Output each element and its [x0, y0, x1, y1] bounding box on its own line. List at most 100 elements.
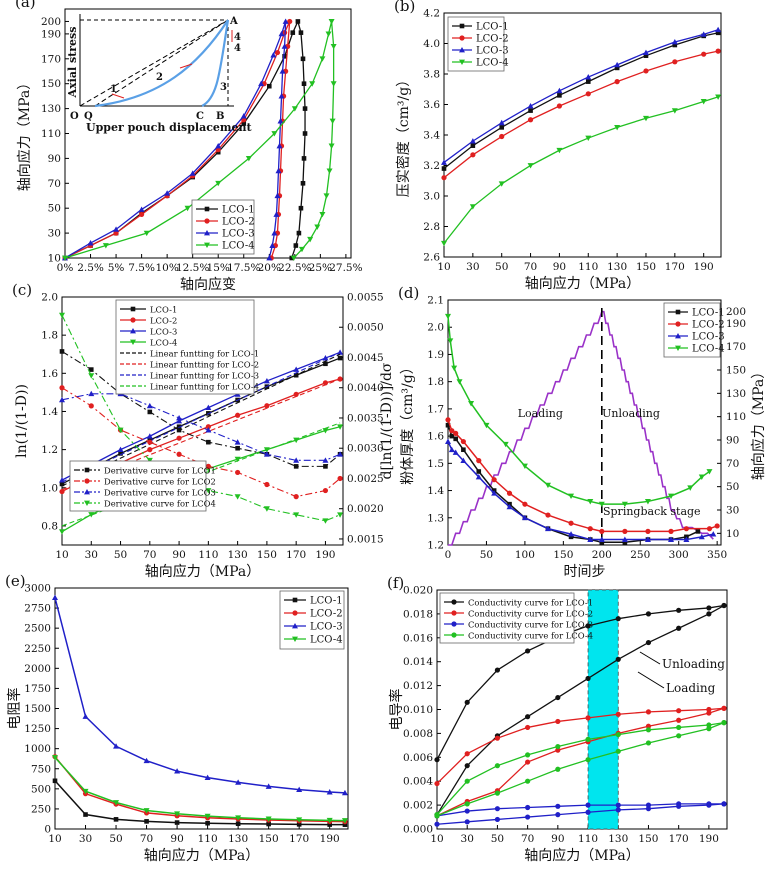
- data-point-LCO-4: [527, 163, 534, 169]
- data-point: [615, 807, 621, 813]
- data-point-LCO-1: [205, 820, 210, 826]
- data-point: [494, 667, 501, 673]
- x-tick-label: 90: [172, 549, 185, 561]
- data-point-LCO-2: [672, 59, 678, 65]
- y-tick-label: 1.5: [427, 458, 444, 470]
- data-point: [645, 723, 652, 729]
- chart-b: 10 30 50 70 90 110 130 150 170 190 2.6 2.8 3.0 3.2 3.4…: [394, 0, 722, 292]
- data-point-LCO-2: [706, 526, 713, 532]
- legend-marker: [84, 478, 90, 484]
- derivative-point: [59, 312, 65, 319]
- data-point-LCO-3: [275, 167, 282, 174]
- data-point: [706, 710, 712, 716]
- x-tick-label: 190: [315, 549, 335, 561]
- legend-label: Derivative curve for LCO3: [104, 488, 216, 498]
- derivative-point: [337, 512, 344, 518]
- chart-a: 0% 2.5% 5% 7.5% 10%12.5%15%17.5%20%22.5%25%2…: [15, 0, 363, 293]
- data-point-LCO-1: [449, 433, 455, 439]
- data-point: [525, 804, 531, 811]
- data-point: [676, 733, 682, 739]
- data-point-LCO-4: [102, 243, 109, 249]
- y2-tick-label: 0.0015: [347, 533, 384, 545]
- legend-label: LCO-3: [692, 332, 725, 343]
- data-point-LCO-3: [113, 226, 120, 232]
- x-tick-label: 150: [638, 833, 658, 845]
- derivative-point: [176, 414, 183, 421]
- x-tick-label: 190: [694, 261, 714, 273]
- legend-label: Linear funtting for LCO-4: [150, 382, 259, 392]
- data-point-LCO-4: [329, 118, 336, 125]
- legend-marker: [292, 636, 298, 642]
- data-point: [464, 763, 470, 769]
- y2-tick-label: 0.0030: [347, 443, 384, 455]
- data-point-LCO-1: [266, 83, 272, 89]
- data-point-LCO-2: [293, 391, 299, 397]
- x-tick-label: 20%: [258, 262, 281, 274]
- y-tick-label: 2000: [24, 663, 51, 675]
- data-point-LCO-3: [698, 533, 705, 540]
- data-point-LCO-1: [59, 481, 65, 487]
- x-tick-label: 30: [79, 833, 92, 845]
- x-tick-label: 2.5%: [77, 262, 104, 274]
- derivative-line: [61, 350, 341, 467]
- data-point: [645, 802, 652, 808]
- data-point-LCO-3: [117, 446, 124, 453]
- y-tick-label: 1.6: [41, 368, 58, 380]
- data-point: [585, 715, 591, 721]
- data-point: [585, 623, 591, 629]
- derivative-point: [88, 373, 95, 379]
- data-point: [464, 699, 470, 705]
- data-point-LCO-4: [323, 193, 330, 199]
- data-point-LCO-4: [498, 181, 505, 187]
- derivative-point: [88, 367, 94, 372]
- data-point-LCO-1: [441, 166, 447, 171]
- y-tick-label: 200: [41, 16, 61, 28]
- legend-label: Conductivity curve for LCO-3: [468, 620, 593, 630]
- x-tick-label: 300: [669, 549, 689, 561]
- data-point-LCO-1: [300, 56, 306, 62]
- data-point: [706, 726, 712, 732]
- data-point-LCO-2: [585, 91, 591, 97]
- y2-tick-label: 30: [726, 505, 739, 517]
- y-tick-label: 0.008: [403, 728, 433, 740]
- x-tick-label: 170: [669, 833, 689, 845]
- data-point-LCO-2: [668, 528, 674, 534]
- data-point-LCO-1: [296, 822, 302, 827]
- legend-label: LCO-4: [692, 344, 725, 355]
- annotation-loading: Loading: [518, 407, 563, 420]
- data-point-LCO-1: [557, 93, 562, 98]
- data-point-LCO-2: [499, 133, 505, 140]
- data-point: [615, 802, 621, 808]
- data-point-LCO-3: [671, 38, 678, 45]
- y-tick-label: 30: [48, 228, 61, 240]
- y-axis-label: 电阻率: [6, 688, 23, 730]
- x-tick-label: 30: [461, 833, 474, 845]
- data-point-LCO-1: [302, 106, 308, 111]
- derivative-point: [264, 481, 270, 488]
- data-point-LCO-3: [506, 503, 513, 510]
- data-point-LCO-3: [282, 18, 289, 24]
- data-point-LCO-4: [62, 255, 68, 261]
- legend-label: LCO-2: [692, 320, 725, 331]
- data-point-LCO-3: [452, 449, 459, 455]
- x-tick-label: 150: [636, 261, 656, 273]
- data-point-LCO-4: [445, 313, 451, 320]
- derivative-point: [323, 464, 328, 469]
- data-point-LCO-3: [568, 531, 575, 537]
- y2-tick-label: 0.0045: [347, 352, 384, 364]
- data-point-LCO-3: [263, 377, 270, 384]
- data-point-LCO-1: [342, 822, 348, 827]
- data-point-LCO-3: [293, 366, 300, 372]
- y-tick-label: 0.014: [403, 656, 433, 668]
- x-tick-label: 190: [320, 833, 340, 845]
- data-point-LCO-4: [614, 124, 621, 131]
- y2-tick-label: 50: [726, 481, 739, 493]
- data-point: [464, 819, 470, 825]
- data-point-LCO-3: [176, 418, 183, 424]
- data-point-LCO-4: [325, 31, 332, 37]
- data-point-LCO-2: [441, 175, 447, 181]
- y-tick-label: 3.6: [423, 99, 440, 111]
- data-point-LCO-4: [298, 246, 305, 253]
- data-point-LCO-4: [483, 422, 490, 429]
- data-point: [434, 821, 440, 827]
